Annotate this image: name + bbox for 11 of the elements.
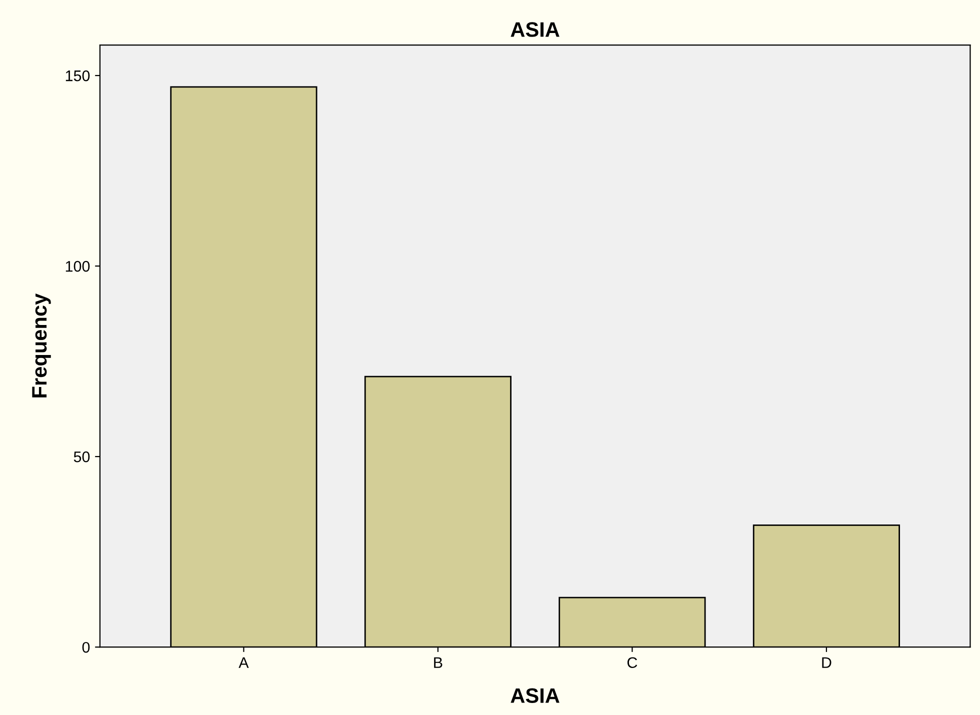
y-tick-label: 100 bbox=[66, 260, 90, 272]
y-axis-title: Frequency bbox=[32, 293, 51, 398]
x-tick-label: B bbox=[434, 657, 442, 668]
y-tick-label: 50 bbox=[74, 451, 90, 462]
x-tick-label: D bbox=[822, 657, 832, 668]
chart-title: ASIA bbox=[510, 22, 560, 37]
x-axis-title: ASIA bbox=[510, 688, 560, 704]
x-tick-label: A bbox=[238, 657, 249, 668]
y-tick-label: 150 bbox=[66, 70, 90, 82]
x-tick-label: C bbox=[627, 657, 638, 668]
y-tick-label: 0 bbox=[82, 642, 90, 653]
